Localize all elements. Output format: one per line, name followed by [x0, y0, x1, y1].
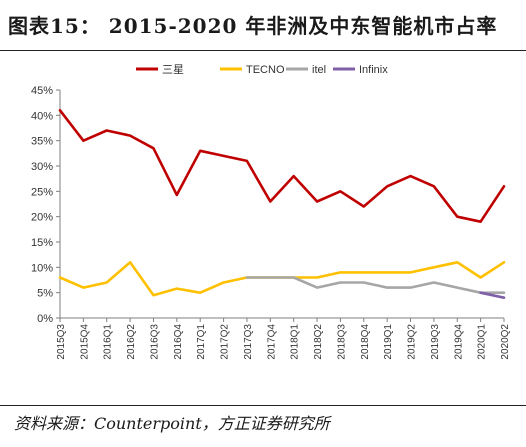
x-tick-label: 2017Q4: [266, 324, 277, 360]
line-chart: 三星 TECNO itel Infinix 0% 5% 10% 15% 20% 25% 30% 35…: [31, 63, 511, 360]
x-tick-label: 2019Q1: [383, 324, 394, 360]
x-tick-label: 2018Q1: [290, 324, 301, 360]
series-line-itel: [245, 276, 506, 294]
legend-label: Infinix: [359, 64, 388, 76]
chart-legend: 三星 TECNO itel Infinix: [136, 63, 388, 76]
x-tick-label: 2019Q3: [430, 324, 441, 360]
x-tick-label: 2018Q2: [313, 324, 324, 360]
x-tick-label: 2015Q4: [79, 324, 90, 360]
legend-label: 三星: [162, 63, 184, 76]
y-tick-label: 40%: [31, 110, 53, 122]
y-tick-label: 20%: [31, 212, 53, 224]
y-tick-label: 25%: [31, 186, 53, 198]
x-tick-label: 2019Q4: [453, 324, 464, 360]
series-line-三星: [58, 109, 506, 223]
x-tick-label: 2016Q2: [126, 324, 137, 360]
y-tick-label: 5%: [37, 288, 53, 300]
y-tick-label: 0%: [37, 313, 53, 325]
x-tick-label: 2016Q4: [173, 324, 184, 360]
x-tick-label: 2015Q3: [56, 324, 67, 360]
chart-title: 图表15： 2015-2020 年非洲及中东智能机市占率: [8, 14, 498, 38]
x-tick-label: 2017Q1: [196, 324, 207, 360]
x-tick-label: 2016Q1: [103, 324, 114, 360]
y-tick-label: 45%: [31, 85, 53, 97]
y-tick-label: 10%: [31, 262, 53, 274]
x-tick-label: 2020Q1: [477, 324, 488, 360]
x-tick-label: 2017Q3: [243, 324, 254, 360]
footer-divider: [0, 405, 526, 406]
y-tick-label: 35%: [31, 136, 53, 148]
x-tick-label: 2016Q3: [149, 324, 160, 360]
y-tick-label: 15%: [31, 237, 53, 249]
series-line-Infinix: [479, 291, 506, 299]
legend-label: itel: [312, 64, 326, 76]
x-tick-label: 2018Q4: [360, 324, 371, 360]
x-tick-label: 2020Q2: [500, 324, 511, 360]
y-axis: 0% 5% 10% 15% 20% 25% 30% 35% 40% 45%: [31, 85, 61, 325]
x-tick-label: 2018Q3: [336, 324, 347, 360]
y-tick-label: 30%: [31, 161, 53, 173]
x-tick-label: 2019Q2: [407, 324, 418, 360]
title-divider: [0, 50, 526, 51]
legend-label: TECNO: [246, 64, 285, 76]
x-tick-label: 2017Q2: [220, 324, 231, 360]
x-axis: 2015Q3 2015Q4 2016Q1 2016Q2 2016Q3 2016Q4 2017…: [56, 317, 511, 360]
source-note: 资料来源：Counterpoint，方正证券研究所: [14, 414, 330, 433]
plot-lines: [58, 109, 506, 299]
title-bar: 图表15： 2015-2020 年非洲及中东智能机市占率: [0, 0, 526, 52]
